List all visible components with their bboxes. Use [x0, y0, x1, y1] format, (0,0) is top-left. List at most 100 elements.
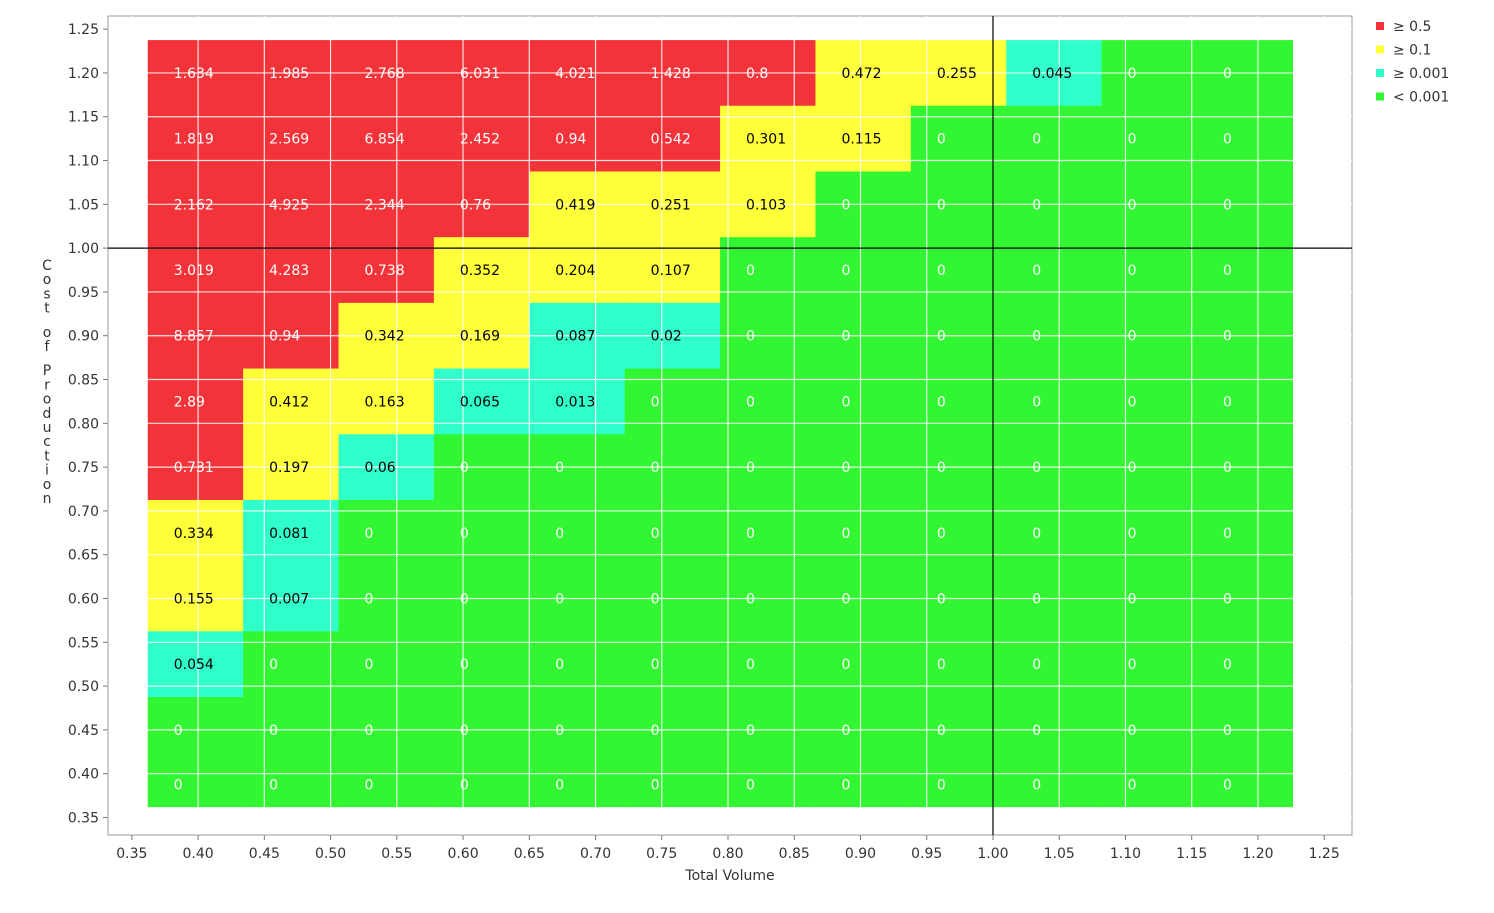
heatmap-cell: [1101, 237, 1198, 304]
cell-value-label: 0: [1032, 132, 1041, 148]
cell-value-label: 0: [841, 394, 850, 410]
cell-value-label: 2.162: [174, 197, 214, 213]
heatmap-cell: [815, 237, 912, 304]
y-tick-label: 0.45: [68, 723, 99, 739]
cell-value-label: 0: [555, 526, 564, 542]
heatmap-cell: [529, 631, 626, 698]
cell-value-label: 0: [555, 657, 564, 673]
cell-value-label: 0.76: [460, 197, 491, 213]
heatmap-cell: [1197, 762, 1293, 808]
y-tick-label: 0.40: [68, 767, 99, 783]
heatmap-cell: [624, 762, 721, 808]
heatmap-cell: [720, 237, 817, 304]
cell-value-label: 0.045: [1032, 66, 1072, 82]
cell-value-label: 4.925: [269, 197, 309, 213]
cell-value-label: 0: [841, 197, 850, 213]
heatmap-cell: [720, 631, 817, 698]
heatmap-cell: [815, 368, 912, 435]
cell-value-label: 0: [1128, 132, 1137, 148]
cell-value-label: 0: [460, 723, 469, 739]
heatmap-cell: [1197, 499, 1293, 567]
x-tick-label: 1.20: [1242, 846, 1273, 862]
cell-value-label: 0: [1223, 329, 1232, 345]
cell-value-label: 0.115: [841, 132, 881, 148]
cell-value-label: 0: [1223, 263, 1232, 279]
cell-value-label: 0.02: [651, 329, 682, 345]
heatmap-cell: [1006, 499, 1103, 567]
heatmap-cell: [624, 631, 721, 698]
cell-value-label: 0: [1032, 394, 1041, 410]
x-tick-label: 0.60: [447, 846, 478, 862]
cell-value-label: 0: [651, 460, 660, 476]
x-tick-label: 0.80: [712, 846, 743, 862]
y-tick-label: 0.90: [68, 329, 99, 345]
cell-value-label: 0: [1223, 723, 1232, 739]
x-tick-label: 0.70: [580, 846, 611, 862]
x-tick-label: 0.90: [845, 846, 876, 862]
cell-value-label: 0.419: [555, 197, 595, 213]
heatmap-cell: [243, 762, 340, 808]
cell-value-label: 0.94: [269, 329, 300, 345]
legend-swatch: [1376, 22, 1384, 30]
y-tick-label: 1.25: [68, 22, 99, 38]
y-tick-label: 0.70: [68, 504, 99, 520]
cell-value-label: 0: [1223, 778, 1232, 794]
cell-value-label: 0: [1128, 263, 1137, 279]
cell-value-label: 4.283: [269, 263, 309, 279]
cell-value-label: 0: [460, 778, 469, 794]
legend-label: ≥ 0.001: [1393, 66, 1449, 82]
x-tick-label: 0.85: [779, 846, 810, 862]
cell-value-label: 0: [651, 592, 660, 608]
cell-value-label: 0: [1128, 723, 1137, 739]
cell-value-label: 0: [1032, 778, 1041, 794]
heatmap-cell: [1197, 105, 1293, 173]
cell-value-label: 0: [1128, 778, 1137, 794]
cell-value-label: 0: [937, 329, 946, 345]
cell-value-label: 0: [1223, 592, 1232, 608]
cell-value-label: 0: [746, 329, 755, 345]
cell-value-label: 0: [460, 657, 469, 673]
x-tick-label: 0.45: [249, 846, 280, 862]
cell-value-label: 4.021: [555, 66, 595, 82]
cell-value-label: 0: [1128, 394, 1137, 410]
x-tick-label: 1.10: [1110, 846, 1141, 862]
heatmap-cell: [1101, 105, 1198, 173]
heatmap-cell: [1197, 368, 1293, 435]
cell-value-label: 0: [1128, 66, 1137, 82]
heatmap-cell: [1197, 631, 1293, 698]
cell-value-label: 0: [1128, 329, 1137, 345]
cell-value-label: 2.89: [174, 394, 205, 410]
cell-value-label: 0.301: [746, 132, 786, 148]
legend-swatch: [1376, 45, 1384, 54]
cell-value-label: 0: [460, 460, 469, 476]
cell-labels: 1.634 1.985 2.768 6.031 4.021 1.428 0.8 0.472 0.…: [174, 66, 1232, 794]
heatmap-cell: [338, 762, 435, 808]
y-tick-label: 1.10: [68, 154, 99, 170]
heatmap-cell: [624, 368, 721, 435]
cell-value-label: 0: [1128, 526, 1137, 542]
legend-label: < 0.001: [1393, 90, 1449, 106]
heatmap-cell: [243, 631, 340, 698]
cell-value-label: 0: [937, 723, 946, 739]
cell-value-label: 0.197: [269, 460, 309, 476]
cell-value-label: 0: [746, 263, 755, 279]
x-tick-label: 0.35: [116, 846, 147, 862]
heatmap-cell: [1006, 105, 1103, 173]
heatmap-cell: [1006, 368, 1103, 435]
cell-value-label: 0: [746, 460, 755, 476]
cell-value-label: 0: [1032, 723, 1041, 739]
cell-value-label: 0: [365, 657, 374, 673]
cell-value-label: 0: [746, 394, 755, 410]
cell-value-label: 0: [1032, 526, 1041, 542]
legend-swatch: [1376, 92, 1384, 101]
cell-value-label: 0: [1128, 197, 1137, 213]
cell-value-label: 0: [555, 592, 564, 608]
cell-value-label: 0.054: [174, 657, 214, 673]
heatmap-cell: [815, 499, 912, 567]
heatmap-cell: [815, 762, 912, 808]
cell-value-label: 0: [746, 723, 755, 739]
heatmap-cell: [529, 762, 626, 808]
cell-value-label: 0.087: [555, 329, 595, 345]
x-axis-title: Total Volume: [684, 868, 774, 884]
